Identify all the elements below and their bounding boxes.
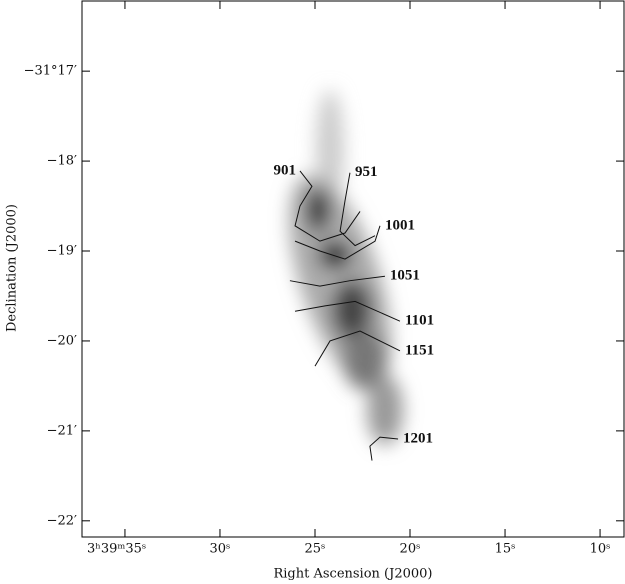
contour-label: 1101: [405, 313, 434, 329]
y-tick-label: −22′: [47, 513, 77, 528]
x-tick-label: 10ˢ: [590, 542, 611, 557]
contour-label: 1051: [390, 268, 420, 284]
contour-label: 901: [273, 162, 296, 178]
y-tick-label: −19′: [47, 244, 77, 259]
contour-line: [339, 172, 376, 247]
galaxy-image: [288, 90, 403, 445]
x-tick-label: 30ˢ: [210, 542, 231, 557]
x-tick-label: 20ˢ: [400, 542, 421, 557]
x-tick-label: 25ˢ: [305, 542, 326, 557]
contour-line: [289, 275, 385, 287]
contour-line: [294, 300, 401, 322]
y-tick-label: −21′: [47, 423, 77, 438]
contour-label: 951: [355, 164, 378, 180]
x-tick-label: 15ˢ: [495, 542, 516, 557]
contour-line: [369, 436, 399, 461]
contour-line: [314, 330, 401, 367]
y-tick-label: −31°17′: [24, 64, 77, 79]
x-tick-label: 3ʰ39ᵐ35ˢ: [87, 542, 146, 557]
contour-line: [294, 225, 381, 260]
plot-frame: [81, 0, 625, 538]
contour-label: 1201: [403, 430, 433, 446]
y-axis-title: Declination (J2000): [5, 204, 20, 332]
contour-label: 1001: [385, 217, 415, 233]
y-tick-label: −18′: [47, 154, 77, 169]
contour-line: [294, 170, 361, 242]
contour-label: 1151: [405, 342, 434, 358]
x-axis-title: Right Ascension (J2000): [273, 567, 432, 582]
y-tick-label: −20′: [47, 333, 77, 348]
